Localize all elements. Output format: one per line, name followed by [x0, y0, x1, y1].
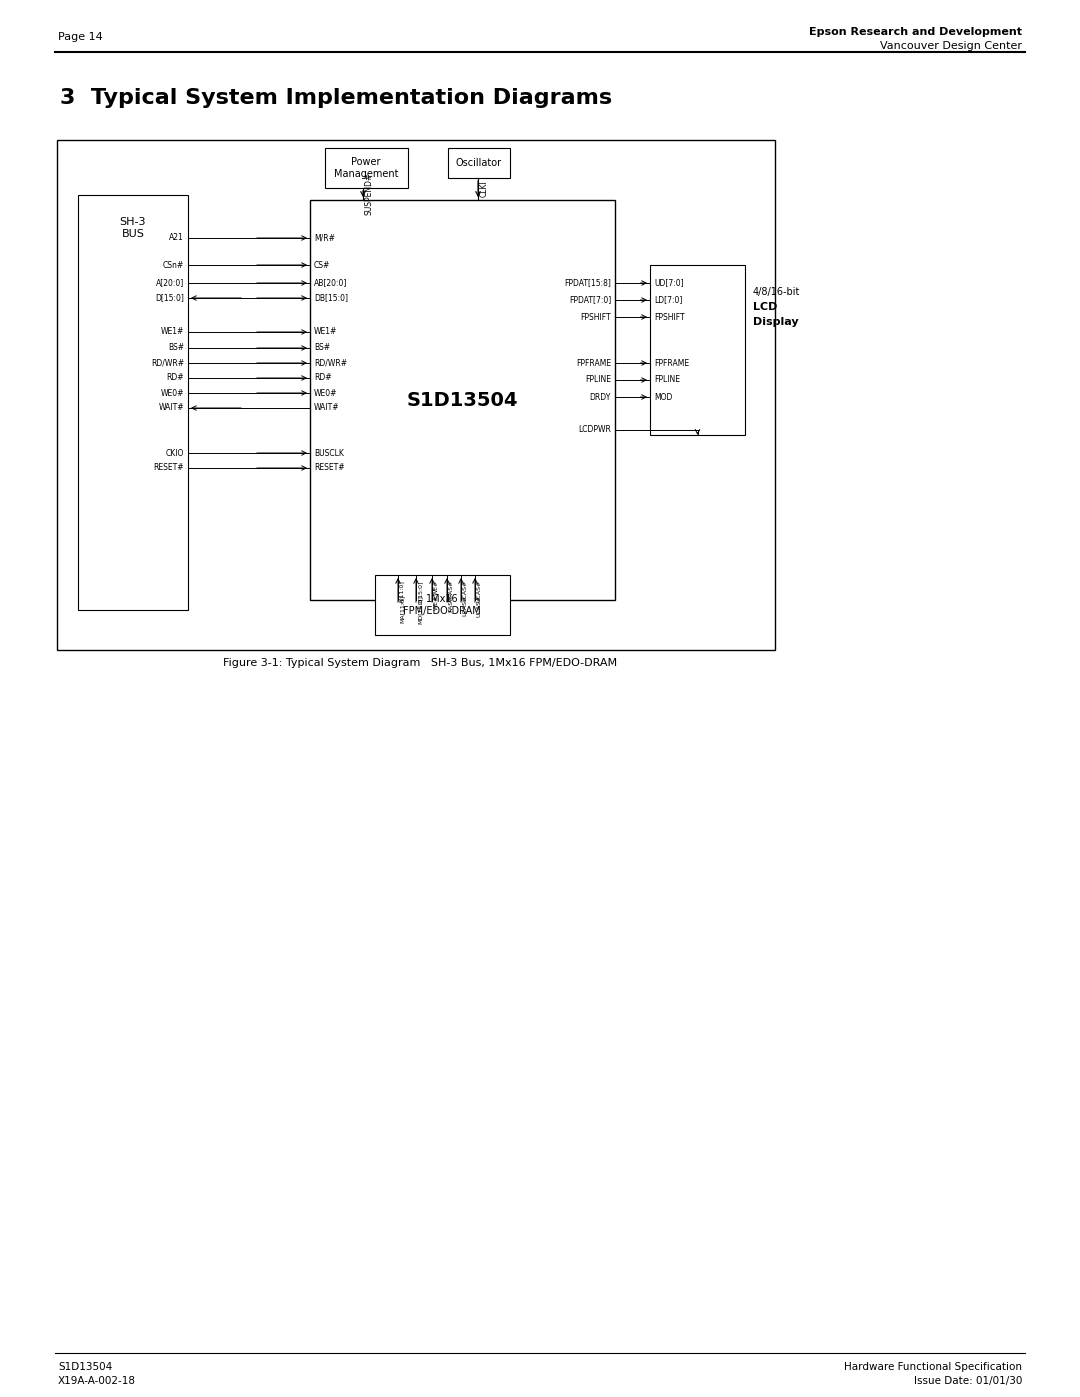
Text: Figure 3-1: Typical System Diagram   SH-3 Bus, 1Mx16 FPM/EDO-DRAM: Figure 3-1: Typical System Diagram SH-3 …: [222, 658, 617, 668]
Text: FPFRAME: FPFRAME: [576, 359, 611, 367]
Text: BS#: BS#: [314, 344, 330, 352]
Text: FPFRAME: FPFRAME: [654, 359, 689, 367]
Text: UCAS#: UCAS#: [476, 580, 482, 602]
Text: Page 14: Page 14: [58, 32, 103, 42]
Text: LCDPWR: LCDPWR: [578, 426, 611, 434]
Text: UCAS#: UCAS#: [476, 595, 482, 617]
Text: WE0#: WE0#: [161, 388, 184, 398]
Text: Vancouver Design Center: Vancouver Design Center: [880, 41, 1022, 52]
Text: AB[20:0]: AB[20:0]: [314, 278, 348, 288]
Text: MOD: MOD: [654, 393, 673, 401]
Text: Epson Research and Development: Epson Research and Development: [809, 27, 1022, 36]
Bar: [375, 576, 510, 636]
Text: MA[11:0]: MA[11:0]: [400, 595, 405, 623]
Text: WE#: WE#: [433, 595, 438, 610]
Text: A[11:0]: A[11:0]: [400, 580, 405, 604]
Bar: [78, 196, 188, 610]
Text: CSn#: CSn#: [163, 260, 184, 270]
Text: LD[7:0]: LD[7:0]: [654, 296, 683, 305]
Text: RESET#: RESET#: [314, 464, 345, 472]
Text: 3  Typical System Implementation Diagrams: 3 Typical System Implementation Diagrams: [60, 88, 612, 108]
Text: BS#: BS#: [167, 344, 184, 352]
Text: FPDAT[7:0]: FPDAT[7:0]: [569, 296, 611, 305]
Bar: [310, 200, 615, 599]
Text: RAS#: RAS#: [448, 580, 454, 598]
Text: LCAS#: LCAS#: [462, 580, 468, 601]
Text: RD#: RD#: [314, 373, 332, 383]
Text: SUSPEND#: SUSPEND#: [365, 173, 374, 215]
Text: WE0#: WE0#: [314, 388, 337, 398]
Text: CS#: CS#: [314, 260, 330, 270]
Text: 4/8/16-bit: 4/8/16-bit: [753, 286, 800, 298]
Text: BUSCLK: BUSCLK: [314, 448, 343, 457]
Text: WE#: WE#: [433, 580, 438, 595]
Text: DB[15:0]: DB[15:0]: [314, 293, 348, 303]
Text: FPSHIFT: FPSHIFT: [654, 313, 685, 321]
Text: SH-3
BUS: SH-3 BUS: [120, 217, 146, 239]
Text: DRDY: DRDY: [590, 393, 611, 401]
Text: UD[7:0]: UD[7:0]: [654, 278, 684, 288]
Text: S1D13504: S1D13504: [58, 1362, 112, 1372]
Text: CKIO: CKIO: [165, 448, 184, 457]
Text: FPDAT[15:8]: FPDAT[15:8]: [564, 278, 611, 288]
Text: Issue Date: 01/01/30: Issue Date: 01/01/30: [914, 1376, 1022, 1386]
Text: RD/WR#: RD/WR#: [314, 359, 347, 367]
Text: 1Mx16
FPM/EDO-DRAM: 1Mx16 FPM/EDO-DRAM: [403, 594, 481, 616]
Text: Display: Display: [753, 317, 798, 327]
Text: FPLINE: FPLINE: [654, 376, 680, 384]
Text: Power
Management: Power Management: [334, 158, 399, 179]
Text: A21: A21: [170, 233, 184, 243]
Text: RAS#: RAS#: [448, 595, 454, 612]
Bar: [325, 148, 408, 189]
Bar: [650, 265, 745, 434]
Text: RESET#: RESET#: [153, 464, 184, 472]
Text: WE1#: WE1#: [161, 327, 184, 337]
Text: M/R#: M/R#: [314, 233, 335, 243]
Text: CLKI: CLKI: [480, 180, 489, 197]
Text: FPSHIFT: FPSHIFT: [580, 313, 611, 321]
Text: D[15:0]: D[15:0]: [156, 293, 184, 303]
Bar: [57, 140, 775, 650]
Text: A[20:0]: A[20:0]: [156, 278, 184, 288]
Text: Oscillator: Oscillator: [456, 158, 502, 168]
Text: WAIT#: WAIT#: [159, 404, 184, 412]
Text: FPLINE: FPLINE: [585, 376, 611, 384]
Text: MD[15:0]: MD[15:0]: [418, 595, 422, 624]
Text: D[15:0]: D[15:0]: [418, 580, 422, 604]
Text: Hardware Functional Specification: Hardware Functional Specification: [843, 1362, 1022, 1372]
Text: S1D13504: S1D13504: [406, 391, 517, 409]
Text: WE1#: WE1#: [314, 327, 337, 337]
Text: RD/WR#: RD/WR#: [151, 359, 184, 367]
Bar: [448, 148, 510, 177]
Text: LCD: LCD: [753, 302, 778, 312]
Text: LCAS#: LCAS#: [462, 595, 468, 616]
Text: RD#: RD#: [166, 373, 184, 383]
Text: WAIT#: WAIT#: [314, 404, 339, 412]
Text: X19A-A-002-18: X19A-A-002-18: [58, 1376, 136, 1386]
